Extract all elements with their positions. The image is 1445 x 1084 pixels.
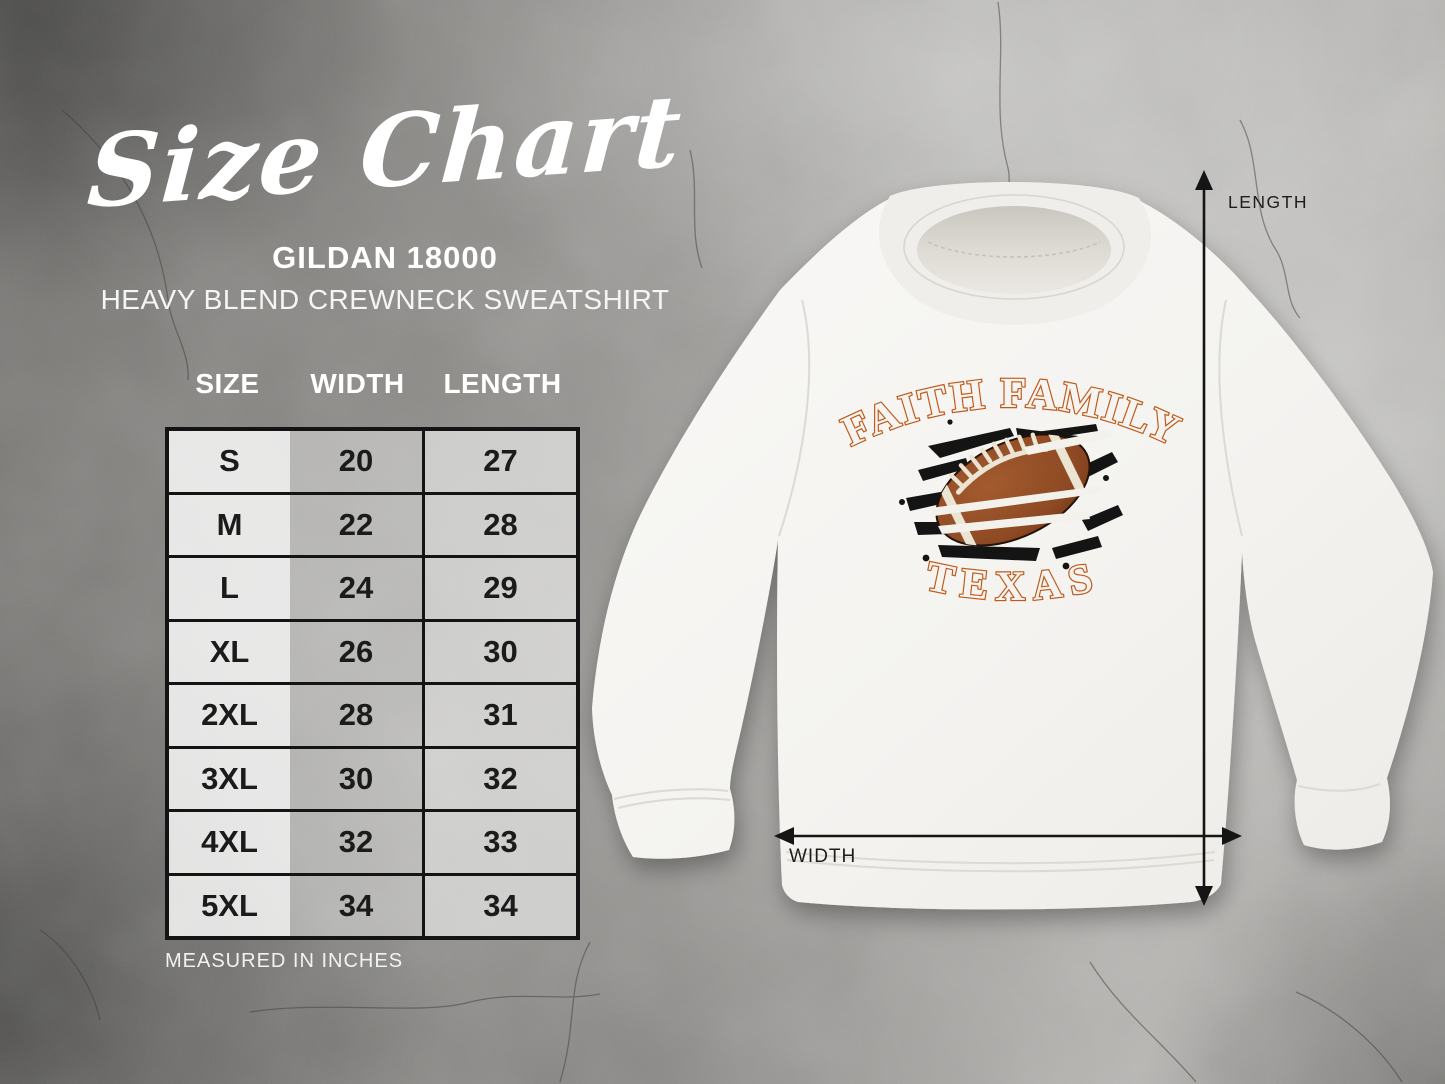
- length-cell: 32: [425, 748, 576, 809]
- width-cell: 22: [290, 494, 425, 555]
- table-footnote: MEASURED IN INCHES: [165, 950, 404, 972]
- size-cell: 4XL: [169, 812, 290, 873]
- size-cell: 3XL: [169, 748, 290, 809]
- column-header-size: SIZE: [195, 368, 260, 399]
- seam-lines: [613, 299, 1381, 873]
- crack-lines: [39, 1, 1403, 1083]
- product-name: GILDAN 18000: [272, 240, 498, 275]
- width-label: WIDTH: [789, 846, 856, 867]
- length-cell: 33: [425, 812, 576, 873]
- product-subtitle: HEAVY BLEND CREWNECK SWEATSHIRT: [100, 284, 670, 315]
- table-row: 3XL 30 32: [169, 748, 576, 812]
- size-table: S 20 27 M 22 28 L 24 29 XL 26 30 2XL 28 …: [165, 427, 580, 940]
- width-cell: 20: [290, 431, 425, 492]
- width-cell: 28: [290, 685, 425, 746]
- size-cell: L: [169, 558, 290, 619]
- arrow-down-icon: [1195, 886, 1213, 906]
- table-row: XL 26 30: [169, 621, 576, 685]
- length-cell: 34: [425, 875, 576, 936]
- width-cell: 26: [290, 621, 425, 682]
- length-cell: 27: [425, 431, 576, 492]
- length-label: LENGTH: [1228, 192, 1308, 212]
- size-cell: XL: [169, 621, 290, 682]
- length-cell: 28: [425, 494, 576, 555]
- length-cell: 31: [425, 685, 576, 746]
- table-row: S 20 27: [169, 431, 576, 495]
- claw-slashes: [930, 430, 1112, 534]
- column-header-width: WIDTH: [310, 368, 405, 399]
- table-row: L 24 29: [169, 558, 576, 622]
- length-cell: 30: [425, 621, 576, 682]
- sweatshirt: FAITH FAMILY TEXAS: [592, 181, 1433, 910]
- width-cell: 30: [290, 748, 425, 809]
- arrow-right-icon: [1222, 827, 1242, 845]
- arrow-up-icon: [1195, 170, 1213, 190]
- table-row: 5XL 34 34: [169, 875, 576, 936]
- length-cell: 29: [425, 558, 576, 619]
- length-measure-arrow: LENGTH: [1195, 170, 1308, 906]
- width-measure-arrow: WIDTH: [774, 827, 1242, 867]
- table-row: M 22 28: [169, 494, 576, 558]
- arrow-left-icon: [774, 827, 794, 845]
- size-table-header: SIZE WIDTH LENGTH: [165, 368, 580, 400]
- size-cell: S: [169, 431, 290, 492]
- crewneck-collar: [878, 181, 1152, 325]
- column-header-length: LENGTH: [443, 368, 562, 399]
- size-cell: M: [169, 494, 290, 555]
- width-cell: 24: [290, 558, 425, 619]
- table-row: 2XL 28 31: [169, 685, 576, 749]
- size-cell: 5XL: [169, 875, 290, 936]
- size-cell: 2XL: [169, 685, 290, 746]
- width-cell: 34: [290, 875, 425, 936]
- width-cell: 32: [290, 812, 425, 873]
- table-row: 4XL 32 33: [169, 812, 576, 876]
